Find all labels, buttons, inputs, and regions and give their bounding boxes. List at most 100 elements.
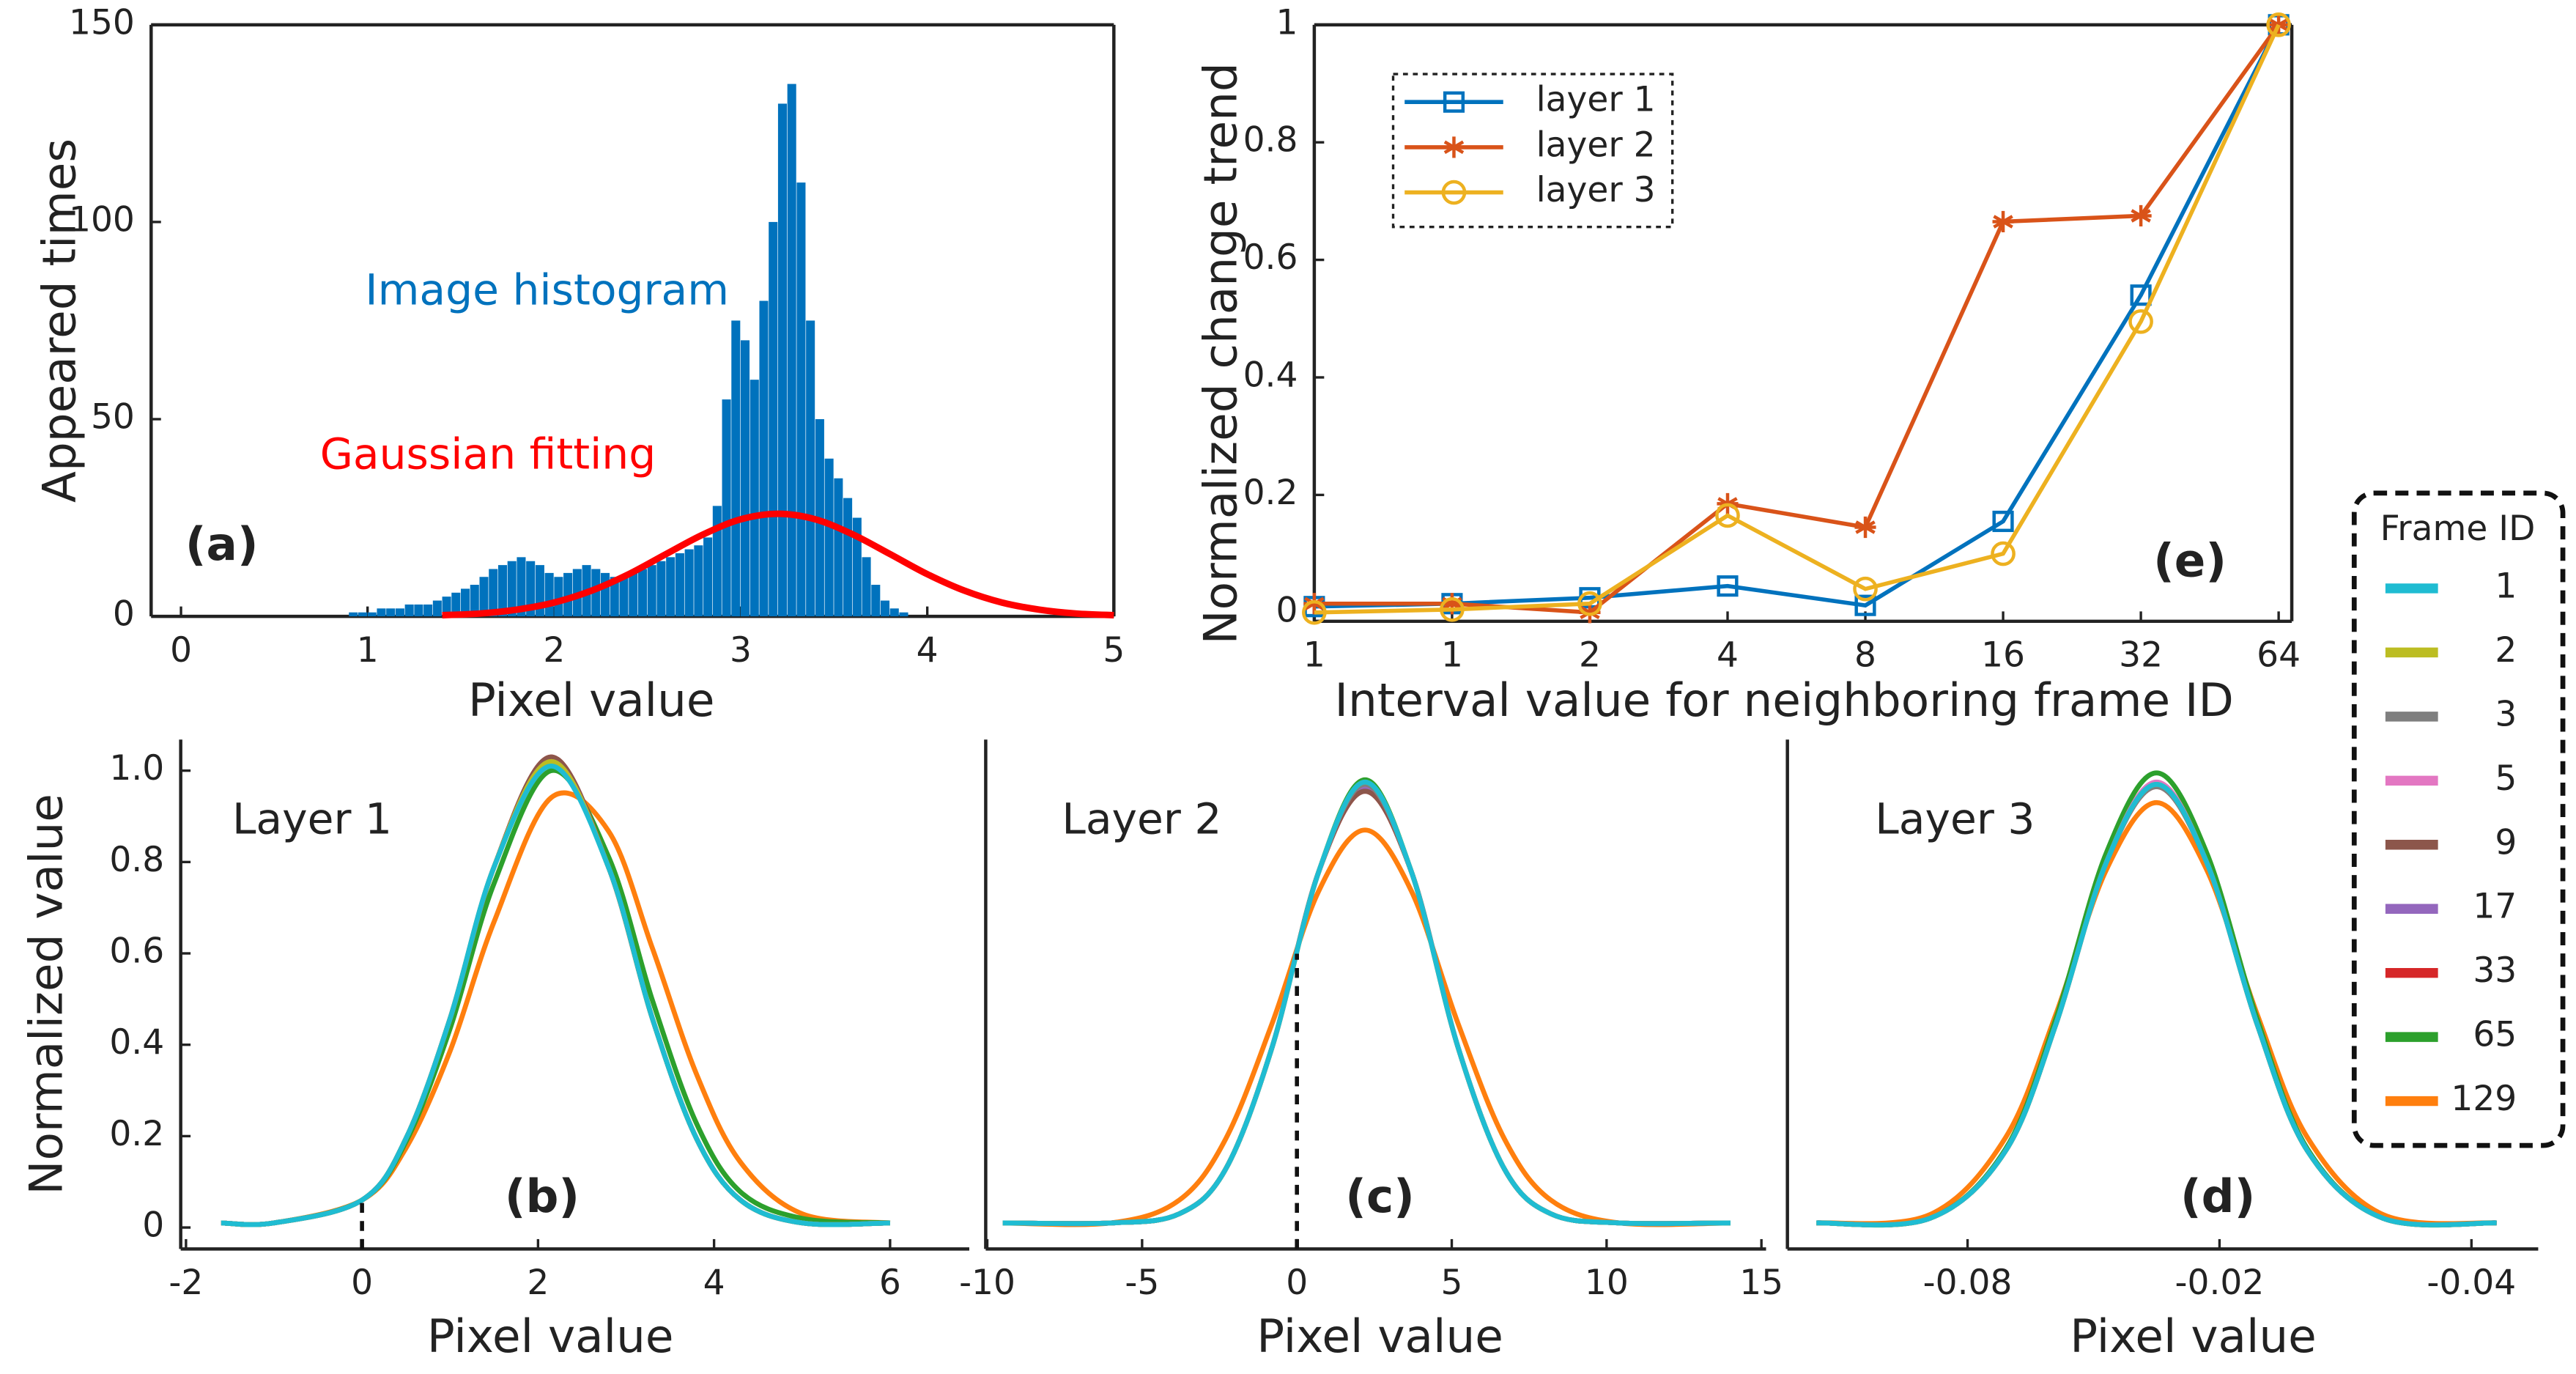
series-line [1314,23,2281,615]
x-tick-label: 0 [170,630,192,671]
histogram-bar [358,612,368,617]
histogram-bar [647,565,656,617]
marker [1303,593,1325,615]
legend-label: 1 [2495,566,2517,606]
annotation: Layer 2 [1062,794,1221,843]
histogram-bar [675,553,684,617]
legend-title: Frame ID [2380,509,2536,549]
series-line [221,764,890,1227]
histogram-bar [759,300,769,617]
histogram-bar [442,596,451,617]
histogram-bar [871,585,881,617]
histogram-bar [507,561,517,617]
histogram-bar [712,506,722,617]
annotation: Layer 3 [1875,794,2035,843]
histogram-bar [461,588,470,617]
marker [1577,591,1602,616]
histogram-bar [880,600,890,617]
histogram-bar [741,340,750,617]
histogram-bar [470,585,479,617]
x-tick-label: 1 [1441,635,1463,676]
annotation: Layer 1 [232,794,392,843]
x-tick-label: 2 [1579,635,1601,676]
histogram-bar [834,478,843,617]
x-axis-label: Pixel value [1256,1310,1503,1363]
histogram-bar [479,577,489,617]
legend-label: layer 2 [1536,125,1656,165]
marker [1441,593,1463,615]
histogram-bar [601,572,610,617]
legend-label: layer 3 [1536,170,1656,210]
histogram-bar [684,549,694,617]
marker [1717,575,1739,597]
histogram-bar [404,604,414,617]
series-line [1002,781,1731,1227]
fit-label: Gaussian fitting [320,429,656,479]
x-tick-label: 3 [730,630,752,671]
x-tick-label: 4 [703,1263,725,1303]
histogram-bar [806,320,815,617]
x-tick-label: 0 [1286,1263,1308,1303]
x-tick-label: 32 [2119,635,2163,676]
x-tick-label: 5 [1103,630,1125,671]
x-tick-label: -0.02 [2175,1263,2265,1303]
panel-4: -0.08 -0.02 -0.04 Pixel value Layer 3 (d) [1785,739,2539,1363]
y-axis-label: Appeared times [32,138,86,503]
marker [2130,204,2152,227]
histogram-bar [843,498,853,617]
x-tick-label: 1 [1303,635,1325,676]
marker [1992,210,2014,233]
x-tick-label: 16 [1981,635,2025,676]
histogram-bar [656,561,666,617]
x-tick-label: 64 [2257,635,2301,676]
x-tick-label: -0.08 [1923,1263,2013,1303]
marker [2128,309,2153,334]
y-tick-label: 0 [142,1205,164,1246]
marker [1854,594,1876,616]
histogram-bar [722,399,731,617]
histogram-bar [769,221,778,617]
histogram-bar [610,577,619,617]
y-tick-label: 100 [69,199,135,240]
histogram-bar [423,604,433,617]
histogram-bar [489,569,498,617]
x-tick-label: 6 [879,1263,901,1303]
marker [1440,596,1465,622]
legend-label: 2 [2495,630,2517,671]
histogram-bar [386,608,396,617]
legend-label: 5 [2495,758,2517,799]
histogram-bar [544,572,554,617]
histogram-bar [591,569,601,617]
x-tick-label: -2 [169,1263,203,1303]
legend-label: 33 [2473,950,2517,991]
histogram-bar [889,608,899,617]
histogram-bar [526,561,536,617]
x-tick-label: 15 [1739,1263,1783,1303]
y-tick-label: 0.8 [1243,120,1298,160]
legend-label: 3 [2495,694,2517,734]
histogram-bar [563,572,573,617]
series-line [1002,788,1731,1227]
y-tick-label: 0.8 [109,840,164,880]
x-tick-label: 4 [1717,635,1739,676]
x-tick-label: 10 [1585,1263,1629,1303]
histogram-bar [852,517,862,617]
histogram-bar [414,604,423,617]
histogram-label: Image histogram [365,265,729,314]
y-tick-label: 0.2 [1243,473,1298,513]
marker [1443,91,1465,113]
x-tick-label: 2 [527,1263,549,1303]
marker [1715,503,1740,528]
annotation: (d) [2180,1170,2255,1223]
legend-label: 129 [2451,1079,2517,1119]
series-line [1002,788,1731,1227]
series-line [221,790,891,1227]
series-line [1314,23,2281,615]
x-axis-label: Pixel value [427,1310,674,1363]
histogram-bar [731,320,741,617]
series-line [1002,779,1731,1227]
annotation: (e) [2153,533,2227,587]
